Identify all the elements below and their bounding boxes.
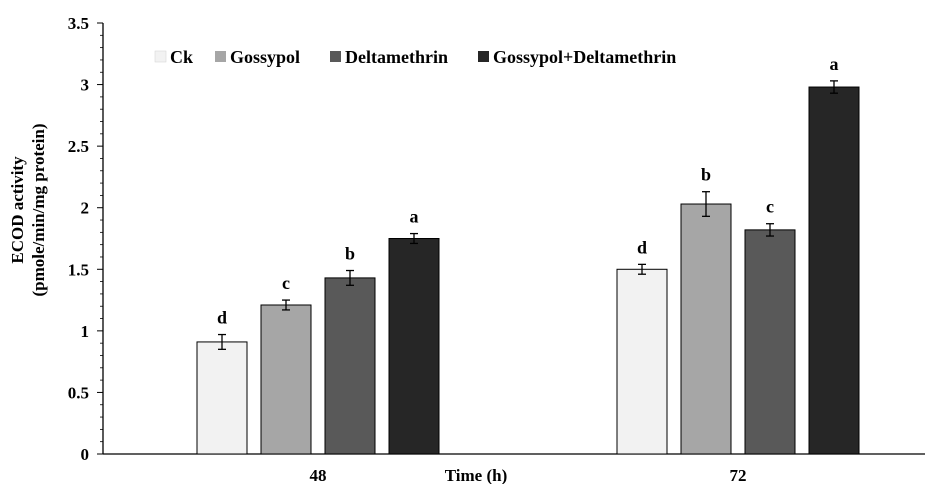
- y-axis-title-line1: ECOD activity: [8, 156, 27, 264]
- y-tick-label: 1: [81, 322, 90, 341]
- y-tick-label: 3: [81, 76, 90, 95]
- y-tick-label: 3.5: [68, 14, 89, 33]
- significance-letter: b: [345, 244, 355, 264]
- significance-letter: a: [410, 207, 419, 227]
- y-tick-label: 0.5: [68, 383, 89, 402]
- legend-swatch: [478, 51, 489, 62]
- bar: [260, 304, 312, 455]
- legend-label: Deltamethrin: [345, 47, 448, 67]
- bar: [680, 203, 732, 455]
- significance-letter: a: [830, 54, 839, 74]
- legend: Ck Gossypol Deltamethrin Gossypol+Deltameth…: [154, 47, 676, 67]
- bar: [808, 86, 860, 455]
- y-tick-label: 2.5: [68, 137, 89, 156]
- legend-swatch: [154, 50, 167, 63]
- bar: [388, 238, 440, 455]
- legend-label: Gossypol+Deltamethrin: [493, 47, 676, 67]
- significance-letter: d: [217, 308, 227, 328]
- bar: [744, 229, 796, 455]
- bar: [324, 277, 376, 455]
- significance-letter: d: [637, 237, 647, 257]
- significance-letter: c: [282, 273, 290, 293]
- y-axis-title: ECOD activity (pmole/min/mg protein): [8, 124, 48, 297]
- significance-letter: c: [766, 197, 774, 217]
- significance-letter: b: [701, 165, 711, 185]
- y-tick-label: 2: [81, 199, 90, 218]
- y-tick-label: 0: [81, 445, 90, 464]
- x-tick-label: 72: [730, 466, 747, 484]
- bars: d c b a d b c a: [196, 54, 860, 455]
- legend-swatch: [330, 51, 341, 62]
- y-tick-label: 1.5: [68, 260, 89, 279]
- bar: [196, 341, 248, 455]
- y-axis-title-line2: (pmole/min/mg protein): [29, 124, 48, 297]
- bar: [616, 268, 668, 455]
- y-ticks: 0 0.5 1 1.5 2 2.5 3 3.5: [68, 14, 103, 464]
- x-tick-labels: 48 72: [310, 466, 747, 485]
- legend-label: Ck: [170, 47, 193, 67]
- x-axis-title: Time (h): [445, 466, 508, 484]
- x-tick-label: 48: [310, 466, 327, 484]
- legend-swatch: [215, 51, 226, 62]
- legend-label: Gossypol: [230, 47, 300, 67]
